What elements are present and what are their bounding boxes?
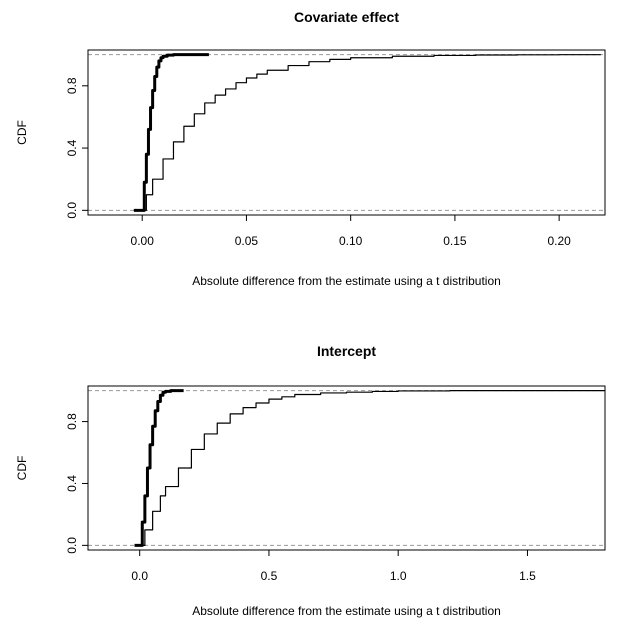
y-tick-label: 0.4: [65, 139, 79, 156]
x-tick-label: 1.0: [390, 569, 407, 583]
chart-title: Covariate effect: [294, 9, 399, 25]
plot-frame: [88, 50, 605, 215]
x-axis-label: Absolute difference from the estimate us…: [192, 274, 501, 288]
x-tick-label: 0.15: [443, 234, 467, 248]
x-tick-label: 0.20: [547, 234, 571, 248]
panel-intercept: Intercept 0.0 0.5 1.0 1.5 0.0 0.4 0.8 Absolute d…: [15, 343, 605, 618]
x-tick-label: 0.00: [131, 234, 155, 248]
x-tick-label: 0.10: [339, 234, 363, 248]
y-tick-label: 0.8: [65, 413, 79, 430]
series-line-thin: [134, 55, 601, 211]
series-line-thick: [135, 391, 184, 546]
y-tick-label: 0.4: [65, 475, 79, 492]
series-line-thin: [135, 391, 605, 546]
plot-frame: [88, 386, 605, 550]
y-tick-label: 0.0: [65, 537, 79, 554]
y-axis-label: CDF: [15, 456, 29, 481]
panel-covariate-effect: Covariate effect 0.00 0.05 0.10 0.15 0.20 0.0 0…: [15, 9, 605, 288]
y-tick-label: 0.8: [65, 77, 79, 94]
x-axis-label: Absolute difference from the estimate us…: [192, 604, 501, 618]
chart-title: Intercept: [317, 343, 376, 359]
y-axis-label: CDF: [15, 120, 29, 145]
x-tick-label: 0.0: [131, 569, 148, 583]
x-tick-label: 0.5: [261, 569, 278, 583]
series-line-thick: [134, 55, 209, 211]
x-tick-label: 1.5: [519, 569, 536, 583]
y-tick-label: 0.0: [65, 202, 79, 219]
x-tick-label: 0.05: [235, 234, 259, 248]
